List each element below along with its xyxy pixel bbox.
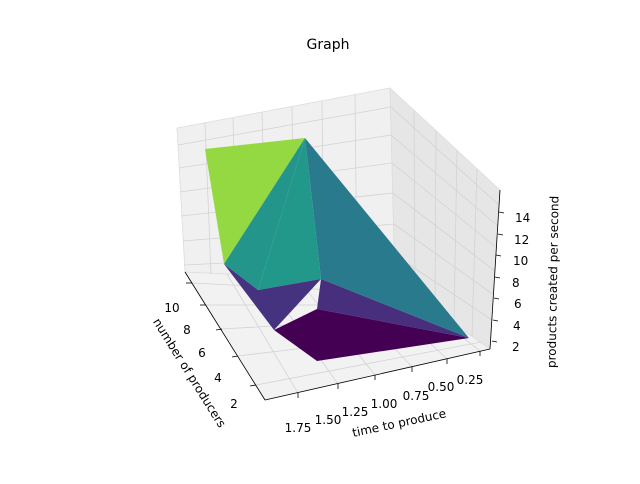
- y-tick-mark: [215, 328, 223, 331]
- x-tick-label: 1.00: [371, 397, 398, 411]
- z-tick-mark: [494, 276, 501, 279]
- y-tick-label: 2: [230, 397, 238, 411]
- surface-facet: [305, 138, 469, 338]
- x-axis-line: [264, 348, 491, 401]
- x-tick-label: 0.50: [428, 380, 455, 394]
- z-tick-label: 14: [515, 211, 530, 225]
- grid-line: [471, 168, 478, 337]
- grid-line: [434, 130, 437, 311]
- z-tick-label: 4: [513, 319, 521, 333]
- grid-line: [255, 341, 482, 386]
- axis-lines: [184, 189, 501, 401]
- surface-facet: [224, 264, 321, 330]
- grid-line: [390, 134, 499, 227]
- z-tick-mark: [497, 233, 504, 236]
- chart-title: Graph: [307, 37, 350, 53]
- surface-facet: [224, 138, 305, 290]
- y-tick-label: 10: [164, 301, 179, 315]
- z-axis-label: products created per second: [544, 196, 561, 369]
- x-tick-label: 1.25: [342, 405, 369, 419]
- surface: [205, 138, 469, 361]
- grid-line: [226, 273, 299, 394]
- z-tick-mark: [495, 254, 502, 257]
- grid-line: [453, 149, 458, 324]
- y-tick-mark: [249, 384, 257, 387]
- x-tick-label: 0.25: [457, 373, 484, 387]
- grid-line: [394, 254, 493, 321]
- z-tick-mark: [492, 319, 499, 322]
- z-axis: 2 4 6 8 10 12 14 products created per se…: [491, 196, 562, 369]
- surface-facet: [317, 279, 469, 338]
- grid-line: [177, 106, 392, 146]
- grid-line: [413, 109, 416, 297]
- z-axis-line: [489, 189, 501, 350]
- surface-facet: [274, 309, 469, 361]
- x-tick-label: 1.75: [285, 421, 312, 435]
- y-tick-label: 6: [198, 346, 206, 360]
- z-tick-label: 6: [514, 297, 522, 311]
- y-axis-line: [184, 271, 266, 401]
- y-tick-label: 8: [183, 323, 191, 337]
- grid-line: [393, 223, 495, 296]
- y-tick-mark: [231, 355, 239, 358]
- grid-line: [390, 106, 500, 206]
- z-tick-mark: [498, 211, 505, 214]
- z-tick-label: 12: [514, 233, 529, 247]
- x-tick-label: 0.75: [403, 389, 430, 403]
- surface-facet: [258, 138, 321, 290]
- z-tick-mark: [493, 297, 500, 300]
- z-tick-label: 8: [512, 276, 520, 290]
- z-tick-label: 2: [512, 340, 520, 354]
- surface-facet: [205, 138, 305, 264]
- z-tick-label: 10: [513, 254, 528, 268]
- grid-line: [391, 162, 498, 249]
- grid-line: [392, 192, 496, 272]
- z-tick-mark: [491, 340, 498, 343]
- x-tick-label: 1.50: [315, 413, 342, 427]
- y-tick-label: 4: [214, 371, 222, 385]
- grid-line: [204, 122, 212, 275]
